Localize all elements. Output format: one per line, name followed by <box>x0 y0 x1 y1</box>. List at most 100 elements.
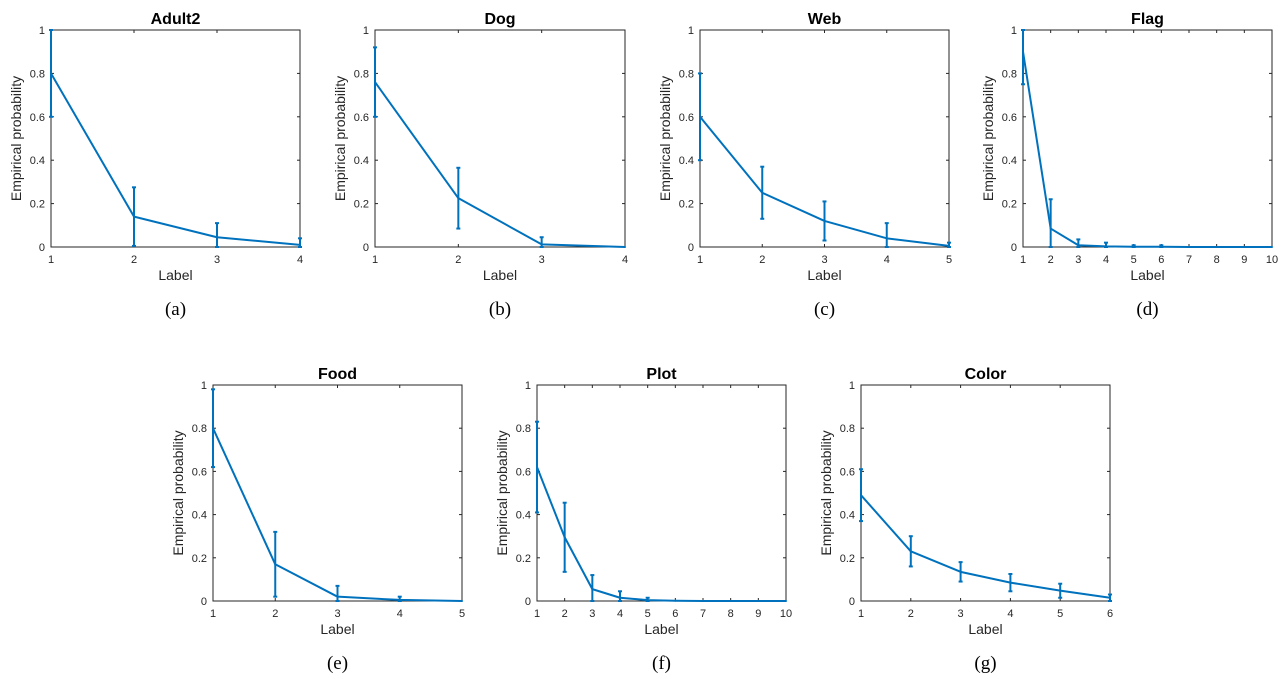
y-tick-label: 0.6 <box>679 112 694 124</box>
y-tick-label: 1 <box>39 25 45 37</box>
y-tick-label: 0.2 <box>30 199 45 211</box>
y-tick-label: 0.4 <box>516 510 531 522</box>
x-tick-label: 1 <box>372 254 378 266</box>
data-point <box>540 243 543 246</box>
data-point <box>674 599 677 602</box>
x-tick-label: 2 <box>272 608 278 620</box>
y-tick-label: 0.4 <box>840 510 855 522</box>
y-tick-label: 0.4 <box>679 155 694 167</box>
x-tick-label: 4 <box>397 608 403 620</box>
y-tick-label: 1 <box>201 380 207 392</box>
panel-caption: (e) <box>327 653 348 674</box>
y-tick-label: 0.8 <box>1002 68 1017 80</box>
data-point <box>1022 50 1024 53</box>
data-point <box>702 600 704 602</box>
data-point <box>1077 244 1080 247</box>
data-point <box>216 236 218 239</box>
y-axis-label: Empirical probability <box>332 76 348 201</box>
series-line <box>374 81 626 248</box>
data-point <box>133 215 135 218</box>
data-point <box>860 494 862 497</box>
data-point <box>646 599 649 602</box>
x-tick-label: 2 <box>562 608 568 620</box>
data-point <box>1132 245 1135 248</box>
x-tick-label: 1 <box>1020 254 1026 266</box>
y-tick-label: 0.4 <box>30 155 45 167</box>
y-axis-label: Empirical probability <box>980 76 996 201</box>
x-tick-label: 1 <box>697 254 703 266</box>
chart-title: Color <box>965 366 1007 383</box>
panel-caption: (b) <box>489 299 511 320</box>
chart-title: Dog <box>484 11 515 28</box>
data-point <box>457 197 460 200</box>
chart-title: Adult2 <box>151 11 201 28</box>
x-tick-label: 3 <box>958 608 964 620</box>
chart-panel-web: 0 0.2 0.4 0.6 0.8 1 1 2 3 4 5 Web Label Empirical pro… <box>657 11 952 320</box>
x-tick-label: 2 <box>759 254 765 266</box>
data-point <box>274 563 277 566</box>
y-tick-label: 0.6 <box>1002 112 1017 124</box>
data-point <box>699 115 701 118</box>
chart-title: Plot <box>646 366 677 383</box>
plot-frame <box>860 384 1111 602</box>
x-tick-label: 4 <box>297 254 303 266</box>
chart-panel-plot: 0 0.2 0.4 0.6 0.8 1 1 2 3 4 5 6 7 8 9 10 Plot Label Empiri… <box>494 366 792 674</box>
panel-caption: (f) <box>652 653 671 674</box>
data-point <box>50 72 52 75</box>
chart-panel-adult2: 0 0.2 0.4 0.6 0.8 1 1 2 3 4 Adult2 Label Empirical p… <box>8 11 303 320</box>
data-point <box>1049 227 1052 230</box>
data-point <box>1243 246 1246 248</box>
series-line <box>50 72 301 246</box>
x-tick-label: 10 <box>780 608 792 620</box>
y-tick-label: 0 <box>39 242 45 254</box>
x-tick-label: 1 <box>210 608 216 620</box>
data-point <box>785 600 787 602</box>
data-point <box>959 570 962 573</box>
data-point <box>948 244 950 247</box>
data-point <box>212 427 214 430</box>
x-tick-label: 2 <box>1048 254 1054 266</box>
data-point <box>1215 246 1218 248</box>
chart-panel-flag: 0 0.2 0.4 0.6 0.8 1 1 2 3 4 5 6 7 8 9 10 Flag Label Empiri… <box>980 11 1278 320</box>
y-tick-label: 0.8 <box>840 423 855 435</box>
data-point <box>1105 245 1107 248</box>
y-tick-label: 1 <box>849 380 855 392</box>
data-point <box>729 600 732 602</box>
series-line <box>860 494 1111 599</box>
data-point <box>591 588 594 591</box>
y-tick-label: 0.4 <box>192 510 207 522</box>
y-tick-label: 0 <box>201 596 207 608</box>
data-point <box>1271 246 1273 248</box>
series-line <box>212 427 463 602</box>
panel-caption: (c) <box>814 299 835 320</box>
x-axis-label: Label <box>158 267 192 283</box>
data-point <box>563 536 566 539</box>
data-point <box>885 237 888 240</box>
data-point <box>299 243 301 246</box>
x-tick-label: 4 <box>1103 254 1109 266</box>
series-line <box>536 466 786 602</box>
y-tick-label: 0.2 <box>840 553 855 565</box>
y-tick-label: 0.6 <box>30 112 45 124</box>
y-axis-label: Empirical probability <box>494 430 510 555</box>
y-axis-label: Empirical probability <box>657 76 673 201</box>
x-tick-label: 3 <box>821 254 827 266</box>
series-line <box>1022 51 1272 248</box>
y-tick-label: 0.6 <box>192 466 207 478</box>
y-tick-label: 1 <box>688 25 694 37</box>
data-point <box>823 219 826 222</box>
x-tick-label: 10 <box>1266 254 1278 266</box>
y-tick-label: 1 <box>1011 25 1017 37</box>
x-tick-label: 7 <box>700 608 706 620</box>
chart-title: Web <box>808 11 842 28</box>
data-point <box>1109 596 1111 599</box>
x-axis-label: Label <box>807 267 841 283</box>
x-tick-label: 1 <box>48 254 54 266</box>
x-axis-label: Label <box>644 621 678 637</box>
plot-frame <box>374 29 626 248</box>
x-tick-label: 7 <box>1186 254 1192 266</box>
y-tick-label: 0.2 <box>516 553 531 565</box>
panel-caption: (d) <box>1136 299 1158 320</box>
data-point <box>398 598 401 601</box>
data-point <box>1160 245 1163 248</box>
